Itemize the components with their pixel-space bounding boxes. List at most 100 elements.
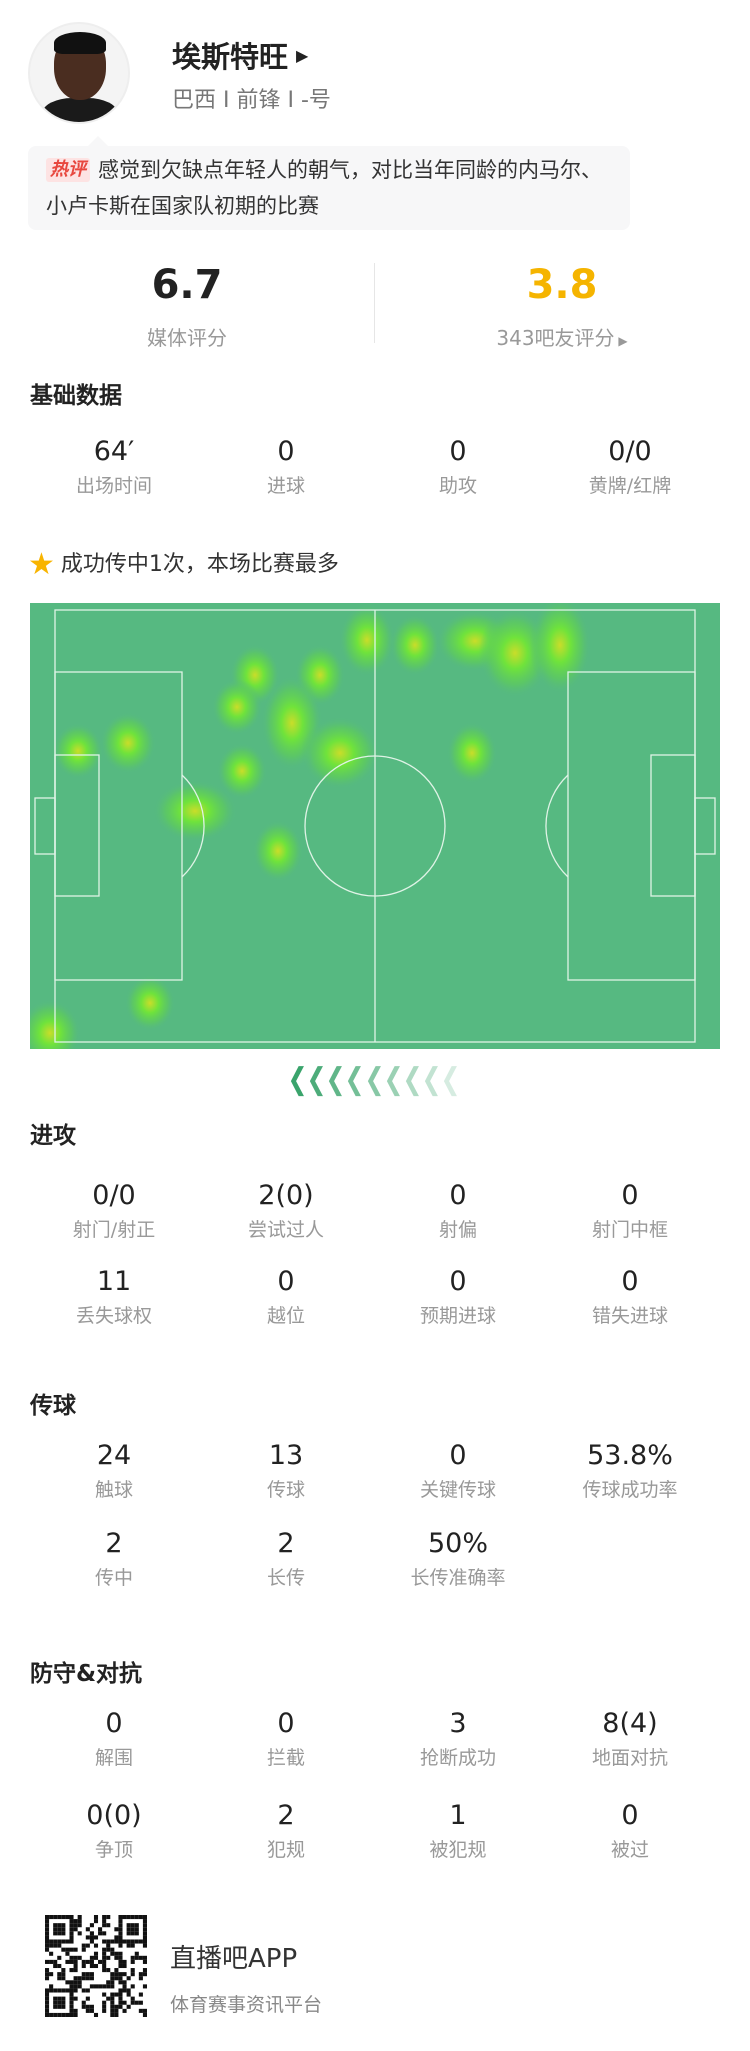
heat-spot xyxy=(100,712,156,774)
triangle-right-icon: ▶ xyxy=(614,334,628,348)
star-icon: ★ xyxy=(28,547,55,582)
stat-label: 助攻 xyxy=(438,475,477,497)
stat-attack: 0 越位 xyxy=(200,1266,372,1328)
stat-value: 0 xyxy=(449,1440,467,1471)
stat-label: 传球成功率 xyxy=(582,1479,678,1501)
stat-attack: 0 射门中框 xyxy=(544,1180,716,1242)
stat-basic: 0 进球 xyxy=(200,436,372,498)
stat-label: 出场时间 xyxy=(75,475,152,497)
heat-spot xyxy=(153,780,237,842)
player-avatar[interactable] xyxy=(28,22,130,124)
stat-passing: 2 长传 xyxy=(200,1528,372,1590)
chevron-left-icon: ❮ xyxy=(402,1062,423,1097)
stat-value: 0/0 xyxy=(608,436,652,467)
heat-spot xyxy=(389,614,441,676)
heat-spot xyxy=(124,975,176,1031)
stat-label: 争顶 xyxy=(94,1839,133,1861)
hot-comment[interactable]: 热评 感觉到欠缺点年轻人的朝气，对比当年同龄的内马尔、小卢卡斯在国家队初期的比赛 xyxy=(28,136,630,230)
media-rating-label: 媒体评分 xyxy=(147,326,227,350)
fan-rating-link[interactable]: 343吧友评分 ▶ xyxy=(437,322,687,351)
stat-value: 24 xyxy=(96,1440,132,1471)
stat-attack: 0 射偏 xyxy=(372,1180,544,1242)
hot-comment-tag: 热评 xyxy=(46,158,90,182)
section-title-defense: 防守&对抗 xyxy=(30,1661,143,1687)
heat-spot xyxy=(216,743,268,799)
stat-label: 错失进球 xyxy=(591,1305,668,1327)
stat-attack: 0 错失进球 xyxy=(544,1266,716,1328)
heat-spot xyxy=(529,603,591,694)
stat-label: 射门/射正 xyxy=(72,1219,156,1241)
stat-value: 13 xyxy=(268,1440,304,1471)
highlight-text: 成功传中1次，本场比赛最多 xyxy=(60,552,339,577)
chevron-left-icon: ❮ xyxy=(325,1062,346,1097)
stat-passing: 2 传中 xyxy=(28,1528,200,1590)
player-name[interactable]: 埃斯特旺 xyxy=(172,40,289,74)
heat-spot xyxy=(211,679,263,735)
stat-label: 被犯规 xyxy=(429,1839,487,1861)
stat-defense: 0 被过 xyxy=(544,1800,716,1862)
stat-label: 射偏 xyxy=(438,1219,477,1241)
stat-value: 0 xyxy=(621,1800,639,1831)
attack-direction-arrows: ❮ ❮ ❮ ❮ ❮ ❮ ❮ ❮ ❮ xyxy=(285,1062,461,1097)
stat-value: 0 xyxy=(277,1708,295,1739)
stat-basic: 64′ 出场时间 xyxy=(28,436,200,498)
section-title-attack: 进攻 xyxy=(30,1123,76,1149)
stat-value: 1 xyxy=(449,1800,467,1831)
stat-defense: 0 解围 xyxy=(28,1708,200,1770)
heat-spot xyxy=(300,716,380,790)
stat-defense: 0 拦截 xyxy=(200,1708,372,1770)
stat-label: 进球 xyxy=(266,475,305,497)
heat-spot xyxy=(339,603,395,677)
stat-value: 0 xyxy=(449,1180,467,1211)
stat-defense: 8(4) 地面对抗 xyxy=(544,1708,716,1770)
stat-passing: 24 触球 xyxy=(28,1440,200,1502)
stat-label: 关键传球 xyxy=(419,1479,496,1501)
pitch-lines xyxy=(34,609,716,1043)
qr-code xyxy=(45,1915,147,2017)
stat-defense: 3 抢断成功 xyxy=(372,1708,544,1770)
stat-value: 0 xyxy=(105,1708,123,1739)
stat-label: 传中 xyxy=(94,1567,133,1589)
stat-defense: 1 被犯规 xyxy=(372,1800,544,1862)
stat-value: 0 xyxy=(449,1266,467,1297)
heat-spot xyxy=(446,722,498,784)
stat-label: 被过 xyxy=(610,1839,649,1861)
media-rating: 6.7 xyxy=(151,262,223,308)
stat-value: 2 xyxy=(277,1528,295,1559)
app-subtitle: 体育赛事资讯平台 xyxy=(170,1994,323,2016)
fan-rating-label: 343吧友评分 xyxy=(496,326,615,350)
stat-value: 0 xyxy=(277,436,295,467)
stat-value: 11 xyxy=(96,1266,132,1297)
stat-defense: 0(0) 争顶 xyxy=(28,1800,200,1862)
stat-passing: 13 传球 xyxy=(200,1440,372,1502)
stat-attack: 11 丢失球权 xyxy=(28,1266,200,1328)
stat-label: 触球 xyxy=(94,1479,133,1501)
chevron-left-icon: ❮ xyxy=(306,1062,327,1097)
chevron-left-icon: ❮ xyxy=(364,1062,385,1097)
stat-passing: 50% 长传准确率 xyxy=(372,1528,544,1590)
stat-value: 3 xyxy=(449,1708,467,1739)
stat-attack: 0/0 射门/射正 xyxy=(28,1180,200,1242)
triangle-right-icon[interactable]: ▶ xyxy=(296,45,309,65)
section-title-basic: 基础数据 xyxy=(30,383,122,409)
chevron-left-icon: ❮ xyxy=(383,1062,404,1097)
stat-value: 0/0 xyxy=(92,1180,136,1211)
stat-value: 2 xyxy=(277,1800,295,1831)
stat-label: 长传 xyxy=(266,1567,305,1589)
stat-value: 64′ xyxy=(93,436,135,467)
chevron-left-icon: ❮ xyxy=(421,1062,442,1097)
heat-spot xyxy=(252,820,304,882)
stat-basic: 0/0 黄牌/红牌 xyxy=(544,436,716,498)
stat-label: 黄牌/红牌 xyxy=(588,475,672,497)
stat-label: 长传准确率 xyxy=(410,1567,506,1589)
stat-value: 2(0) xyxy=(258,1180,314,1211)
stat-label: 预期进球 xyxy=(419,1305,496,1327)
section-title-passing: 传球 xyxy=(30,1393,76,1419)
stat-value: 0 xyxy=(449,436,467,467)
player-name-link[interactable]: 埃斯特旺 ▶ xyxy=(172,34,308,76)
stat-label: 犯规 xyxy=(266,1839,305,1861)
chevron-left-icon: ❮ xyxy=(287,1062,308,1097)
stat-passing: 53.8% 传球成功率 xyxy=(544,1440,716,1502)
stat-label: 尝试过人 xyxy=(247,1219,324,1241)
fan-rating: 3.8 xyxy=(526,262,598,308)
